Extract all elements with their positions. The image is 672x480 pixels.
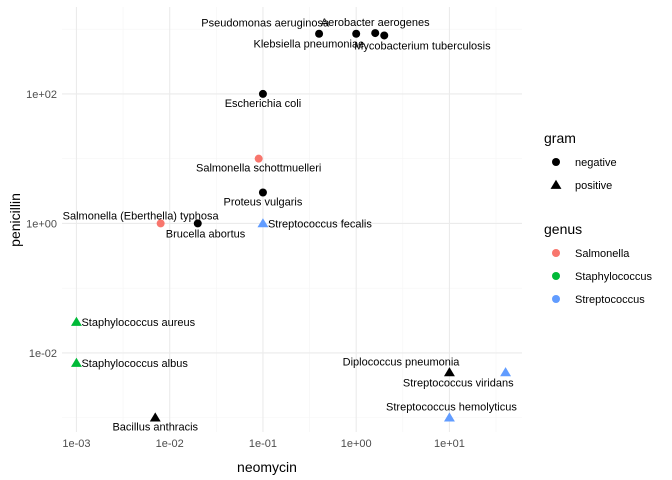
legend-title: genus xyxy=(544,221,582,237)
data-point xyxy=(156,219,165,228)
x-axis-label: neomycin xyxy=(237,459,297,475)
data-point xyxy=(258,89,267,98)
point-label: Staphylococcus albus xyxy=(81,358,188,370)
data-point xyxy=(500,367,512,377)
data-point xyxy=(443,367,455,377)
data-point xyxy=(70,316,82,326)
legend-key xyxy=(552,272,560,280)
point-label: Salmonella (Eberthella) typhosa xyxy=(63,210,220,222)
x-tick-label: 1e-03 xyxy=(62,438,90,450)
data-point xyxy=(352,29,361,38)
data-point xyxy=(193,219,202,228)
data-point xyxy=(258,188,267,197)
point-label: Streptococcus fecalis xyxy=(268,218,372,230)
y-tick-label: 1e+02 xyxy=(26,89,57,101)
point-label: Klebsiella pneumoniae xyxy=(254,39,365,51)
data-points xyxy=(70,29,512,422)
legend-entry-label: Salmonella xyxy=(575,248,630,260)
legend-entry-label: positive xyxy=(575,180,612,192)
point-label: Aerobacter aerogenes xyxy=(321,17,430,29)
point-label: Brucella abortus xyxy=(166,228,246,240)
point-label: Salmonella schottmuelleri xyxy=(196,163,321,175)
legend: gram negative positive genus Salmonella Staph… xyxy=(544,130,653,306)
y-axis-label: penicillin xyxy=(7,193,23,247)
point-label: Streptococcus hemolyticus xyxy=(386,402,517,414)
y-tick-labels: 1e-02 1e+00 1e+02 xyxy=(26,89,57,360)
point-label: Bacillus anthracis xyxy=(112,422,198,434)
legend-key xyxy=(550,179,562,189)
point-label: Escherichia coli xyxy=(225,98,301,110)
legend-title: gram xyxy=(544,130,576,146)
x-tick-label: 1e+00 xyxy=(341,438,372,450)
point-label: Streptococcus viridans xyxy=(403,377,514,389)
data-point xyxy=(257,218,269,228)
data-point xyxy=(371,29,380,38)
minor-gridlines xyxy=(62,7,522,432)
data-point xyxy=(254,154,263,163)
legend-key xyxy=(552,158,560,166)
legend-key xyxy=(552,249,560,257)
data-point xyxy=(70,357,82,367)
legend-entry-label: Streptococcus xyxy=(575,294,645,306)
point-label: Staphylococcus aureus xyxy=(81,317,195,329)
legend-entry-label: Staphylococcus xyxy=(575,271,653,283)
data-point xyxy=(149,412,161,422)
y-tick-label: 1e-02 xyxy=(29,348,57,360)
point-label: Pseudomonas aeruginosa xyxy=(201,18,330,30)
point-label: Mycobacterium tuberculosis xyxy=(354,40,491,52)
y-tick-label: 1e+00 xyxy=(26,218,57,230)
data-point xyxy=(443,412,455,422)
data-point xyxy=(380,31,389,40)
x-tick-label: 1e-02 xyxy=(156,438,184,450)
point-label: Diplococcus pneumonia xyxy=(343,356,461,368)
data-point xyxy=(315,29,324,38)
x-tick-label: 1e-01 xyxy=(249,438,277,450)
legend-entry-label: negative xyxy=(575,157,617,169)
x-tick-labels: 1e-03 1e-02 1e-01 1e+00 1e+01 xyxy=(62,438,465,450)
legend-key xyxy=(552,295,560,303)
point-label: Proteus vulgaris xyxy=(224,197,303,209)
x-tick-label: 1e+01 xyxy=(434,438,465,450)
